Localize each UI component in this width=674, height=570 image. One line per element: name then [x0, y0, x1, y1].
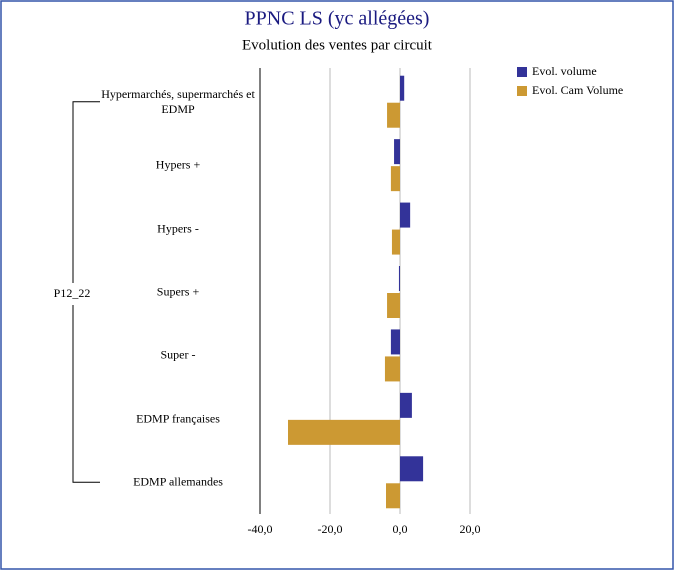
- y-tick-label: Hypers -: [157, 221, 199, 236]
- chart-title: PPNC LS (yc allégées): [245, 8, 430, 30]
- x-tick-label: -40,0: [248, 522, 273, 536]
- legend-swatch: [517, 86, 527, 96]
- x-tick-label: -20,0: [318, 522, 343, 536]
- y-tick-label: Hypers +: [155, 157, 201, 172]
- bar: [387, 102, 400, 128]
- bar: [387, 293, 400, 318]
- y-tick-label: Hypermarchés, supermarchés et EDMP: [101, 86, 255, 116]
- bar: [398, 266, 400, 291]
- x-tick-label: 20,0: [460, 522, 481, 536]
- legend-label: Evol. Cam Volume: [532, 83, 623, 97]
- x-tick-label: 0,0: [393, 522, 408, 536]
- bar: [400, 392, 412, 418]
- legend-swatch: [517, 67, 527, 77]
- y-tick-label: EDMP allemandes: [133, 474, 223, 489]
- bar: [400, 75, 405, 101]
- bar: [390, 166, 400, 192]
- y-tick-label: EDMP françaises: [136, 411, 220, 426]
- bar: [391, 229, 400, 255]
- group-bracket: [72, 101, 100, 483]
- bar: [400, 456, 424, 482]
- y-tick-label: Supers +: [156, 284, 200, 299]
- bar: [400, 202, 411, 228]
- bar: [394, 139, 400, 165]
- group-label: P12_22: [54, 286, 91, 300]
- bar: [390, 329, 400, 355]
- bar: [384, 356, 400, 382]
- y-tick-label: Super -: [160, 347, 196, 362]
- bar: [288, 419, 400, 445]
- legend-label: Evol. volume: [532, 64, 597, 78]
- bar: [386, 483, 400, 509]
- chart-subtitle: Evolution des ventes par circuit: [242, 37, 433, 53]
